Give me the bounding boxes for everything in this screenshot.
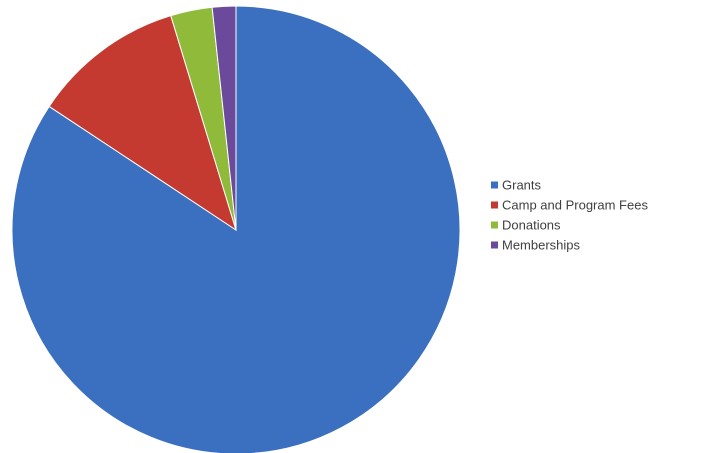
legend-swatch (491, 221, 498, 229)
pie-slice-memberships (211, 5, 237, 231)
legend-item-donations: Donations (491, 218, 561, 233)
legend-label: Donations (502, 218, 561, 233)
legend-swatch (491, 201, 498, 209)
legend-swatch (491, 181, 498, 189)
legend-swatch (491, 241, 498, 249)
pie-slice-grants (11, 5, 461, 453)
legend-item-grants: Grants (491, 178, 542, 193)
pie-slices (11, 5, 461, 453)
legend-item-camp-and-program-fees: Camp and Program Fees (491, 198, 648, 213)
legend: Grants Camp and Program Fees Donations Memb… (491, 178, 648, 253)
legend-label: Camp and Program Fees (502, 198, 648, 213)
legend-label: Memberships (502, 238, 581, 253)
legend-item-memberships: Memberships (491, 238, 581, 253)
pie-slice-camp-and-program-fees (48, 15, 237, 232)
legend-label: Grants (502, 178, 542, 193)
